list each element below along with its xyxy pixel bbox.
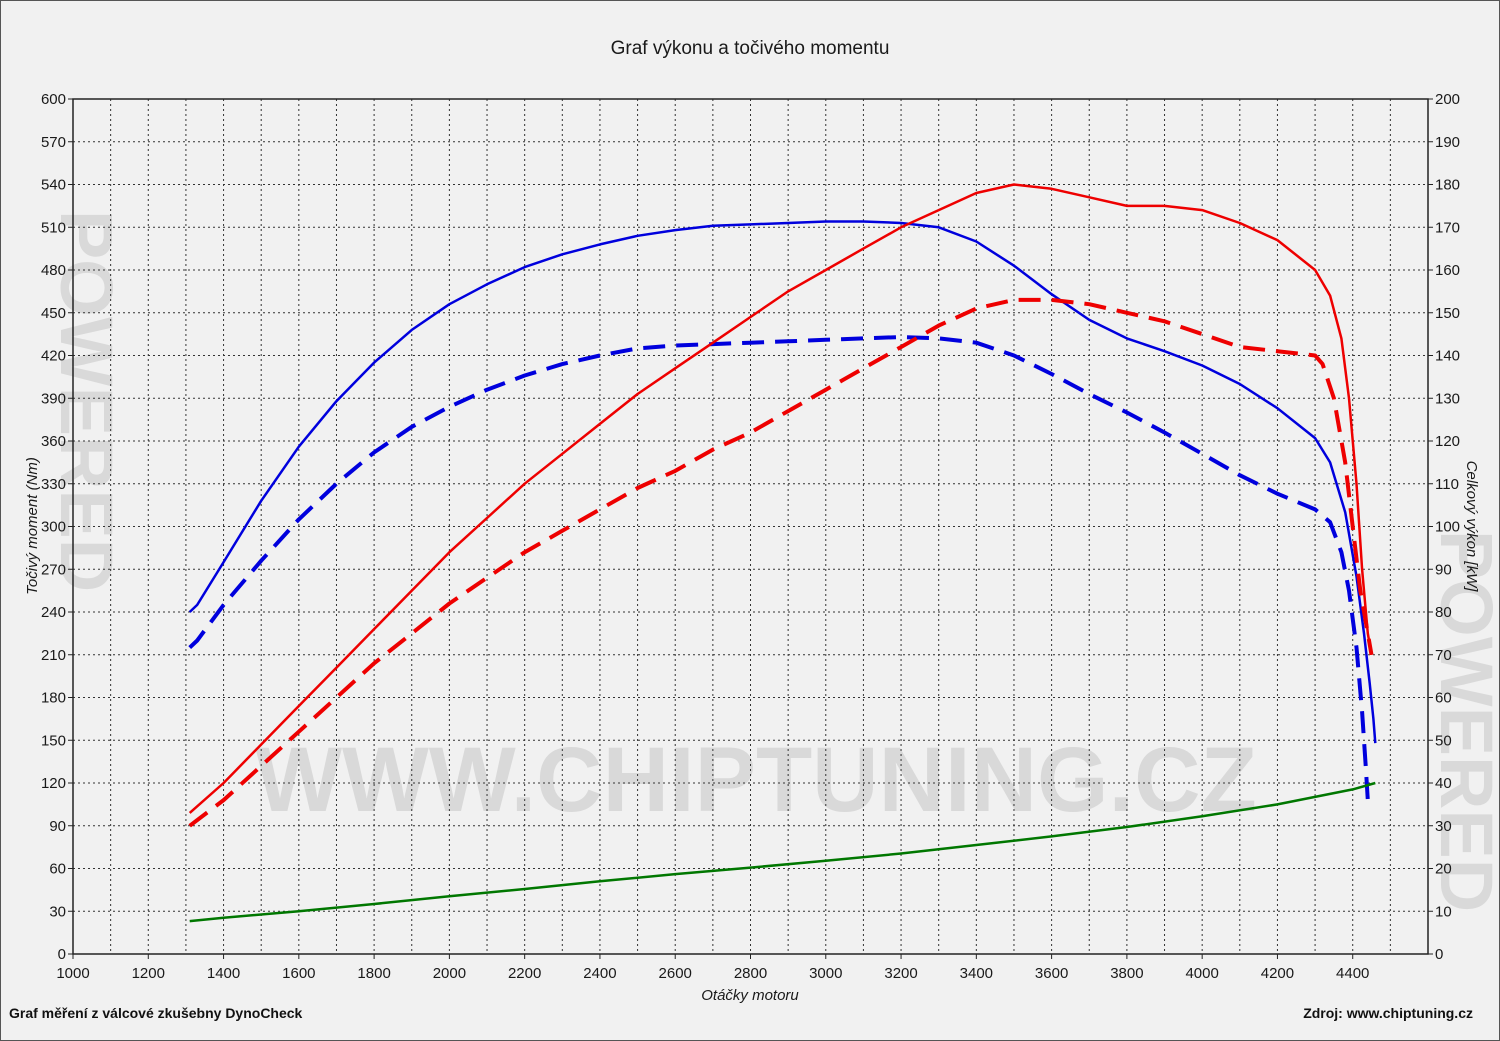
right-tick-label: 80 xyxy=(1435,604,1452,621)
right-tick-label: 100 xyxy=(1435,519,1460,536)
x-tick-label: 1400 xyxy=(207,965,240,982)
right-tick-label: 140 xyxy=(1435,348,1460,365)
right-axis-title: Celkový výkon [kW] xyxy=(1463,461,1480,593)
right-tick-label: 0 xyxy=(1435,946,1443,963)
right-tick-label: 150 xyxy=(1435,305,1460,322)
left-tick-label: 480 xyxy=(41,262,66,279)
left-tick-label: 570 xyxy=(41,134,66,151)
chart-title: Graf výkonu a točivého momentu xyxy=(611,38,890,59)
x-axis-title: Otáčky motoru xyxy=(701,987,799,1004)
left-tick-label: 180 xyxy=(41,690,66,707)
right-axis-ticks: 0 10 20 30 40 50 60 70 80 90 100 110 120 130 140 150 160… xyxy=(1428,91,1460,963)
left-tick-label: 420 xyxy=(41,348,66,365)
right-tick-label: 130 xyxy=(1435,390,1460,407)
right-tick-label: 20 xyxy=(1435,861,1452,878)
left-tick-label: 90 xyxy=(49,818,66,835)
series-line-3 xyxy=(188,183,1373,814)
right-tick-label: 10 xyxy=(1435,903,1452,920)
left-tick-label: 0 xyxy=(58,946,66,963)
right-tick-label: 120 xyxy=(1435,433,1460,450)
grid xyxy=(73,99,1428,954)
x-tick-label: 4200 xyxy=(1261,965,1294,982)
x-tick-label: 3800 xyxy=(1110,965,1143,982)
left-tick-label: 330 xyxy=(41,476,66,493)
watermark-side-left: POWERED xyxy=(45,210,128,592)
x-tick-label: 3600 xyxy=(1035,965,1068,982)
right-tick-label: 190 xyxy=(1435,134,1460,151)
left-tick-label: 390 xyxy=(41,390,66,407)
left-tick-label: 510 xyxy=(41,219,66,236)
left-tick-label: 300 xyxy=(41,519,66,536)
x-tick-label: 1600 xyxy=(282,965,315,982)
left-tick-label: 120 xyxy=(41,775,66,792)
left-tick-label: 30 xyxy=(49,903,66,920)
watermark: WWW.CHIPTUNING.CZ POWERED POWERED xyxy=(45,210,1499,912)
x-axis-ticks: 1000 1200 1400 1600 1800 2000 2200 2400 2600 2800… xyxy=(56,954,1369,982)
left-axis-ticks: 0 30 60 90 120 150 180 210 240 270 300 330 360 390 420… xyxy=(41,91,73,963)
x-tick-label: 1200 xyxy=(132,965,165,982)
series-line-1 xyxy=(188,220,1377,744)
x-tick-label: 4000 xyxy=(1185,965,1218,982)
x-tick-label: 2000 xyxy=(433,965,466,982)
x-tick-label: 2200 xyxy=(508,965,541,982)
left-tick-label: 240 xyxy=(41,604,66,621)
right-tick-label: 170 xyxy=(1435,219,1460,236)
left-tick-label: 360 xyxy=(41,433,66,450)
x-tick-label: 3400 xyxy=(960,965,993,982)
right-tick-label: 40 xyxy=(1435,775,1452,792)
series-line-4 xyxy=(188,297,1374,828)
left-tick-label: 600 xyxy=(41,91,66,108)
series-line-5 xyxy=(189,781,1376,923)
x-tick-label: 2400 xyxy=(583,965,616,982)
left-tick-label: 60 xyxy=(49,861,66,878)
right-tick-label: 180 xyxy=(1435,177,1460,194)
right-tick-label: 200 xyxy=(1435,91,1460,108)
right-tick-label: 30 xyxy=(1435,818,1452,835)
left-tick-label: 270 xyxy=(41,561,66,578)
series-line-2 xyxy=(188,335,1370,801)
x-tick-label: 1000 xyxy=(56,965,89,982)
left-tick-label: 450 xyxy=(41,305,66,322)
left-tick-label: 150 xyxy=(41,732,66,749)
left-tick-label: 540 xyxy=(41,177,66,194)
right-tick-label: 50 xyxy=(1435,732,1452,749)
x-tick-label: 2600 xyxy=(659,965,692,982)
watermark-side-right: POWERED xyxy=(1425,530,1499,912)
x-tick-label: 3000 xyxy=(809,965,842,982)
watermark-text: WWW.CHIPTUNING.CZ xyxy=(255,729,1257,831)
footer-source-note: Graf měření z válcové zkušebny DynoCheck xyxy=(9,1005,303,1021)
right-tick-label: 90 xyxy=(1435,561,1452,578)
right-tick-label: 60 xyxy=(1435,690,1452,707)
left-axis-title: Točivý moment (Nm) xyxy=(24,457,41,595)
left-tick-label: 210 xyxy=(41,647,66,664)
right-tick-label: 110 xyxy=(1435,476,1459,493)
right-tick-label: 70 xyxy=(1435,647,1452,664)
x-tick-label: 3200 xyxy=(884,965,917,982)
series-lines xyxy=(188,183,1377,923)
x-tick-label: 1800 xyxy=(357,965,390,982)
x-tick-label: 2800 xyxy=(734,965,767,982)
right-tick-label: 160 xyxy=(1435,262,1460,279)
footer-source-link: Zdroj: www.chiptuning.cz xyxy=(1303,1005,1473,1021)
x-tick-label: 4400 xyxy=(1336,965,1369,982)
